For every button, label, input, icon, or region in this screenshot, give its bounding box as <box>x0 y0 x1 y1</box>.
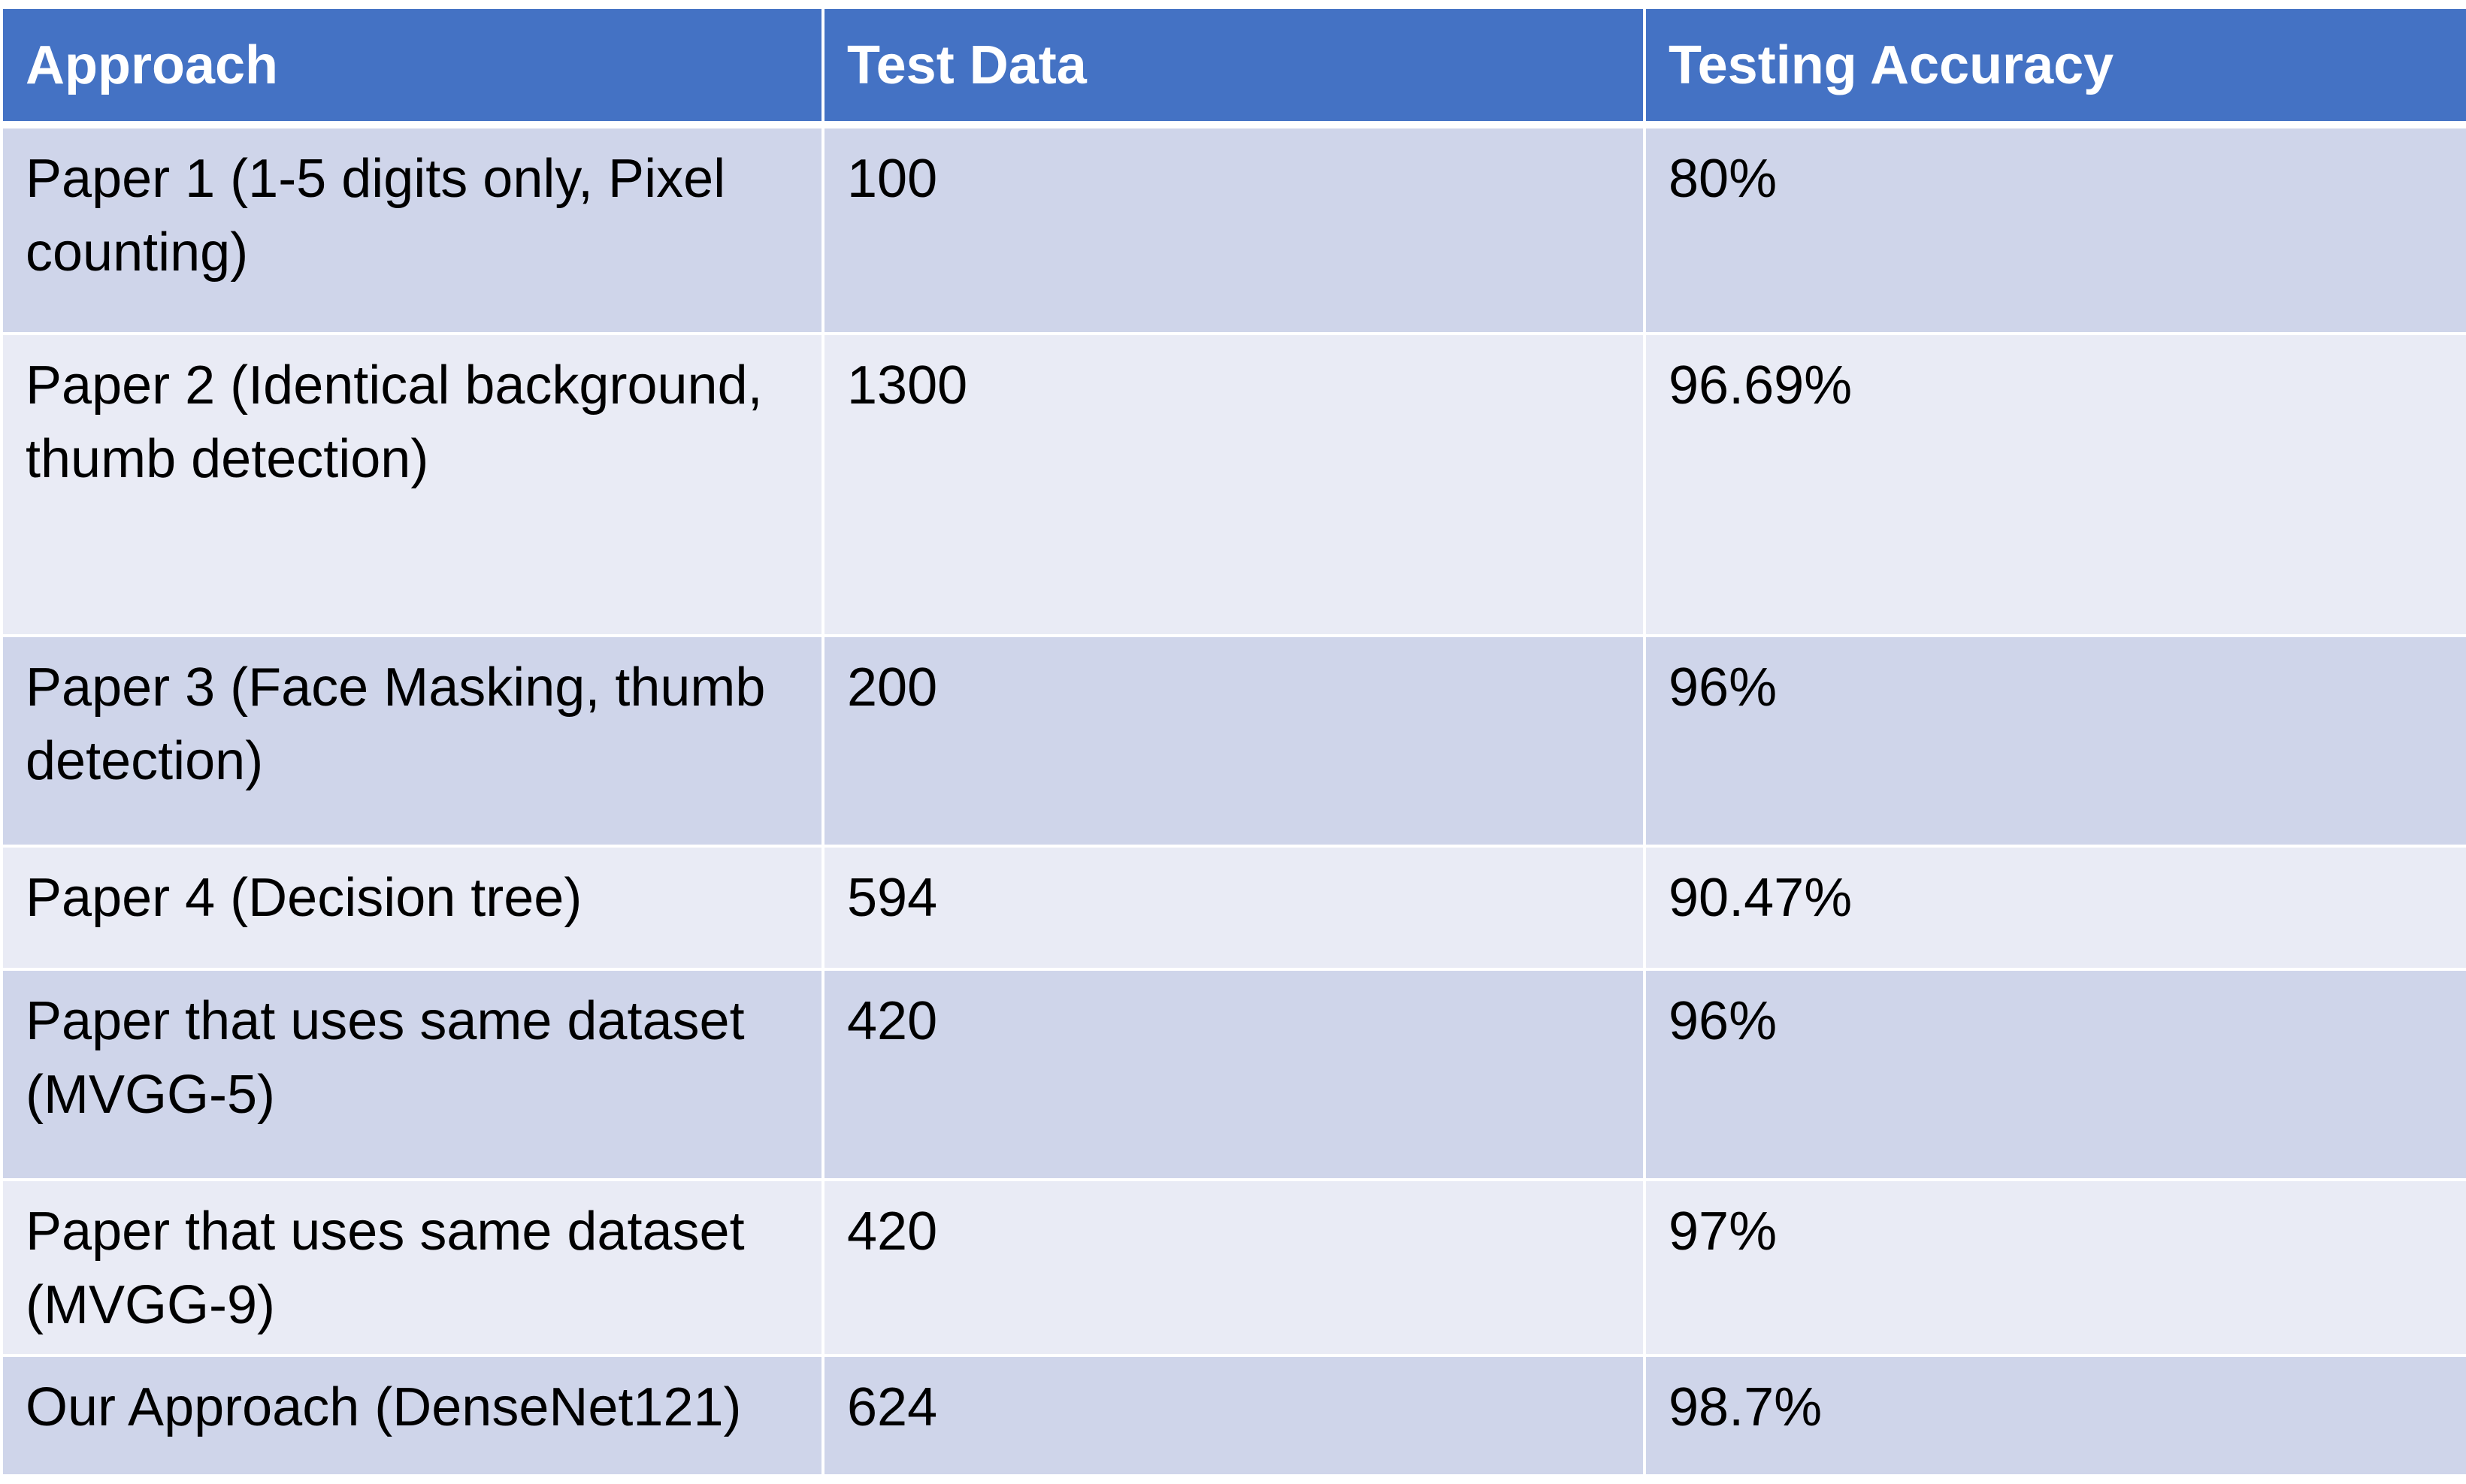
table-row: Paper 1 (1-5 digits only, Pixel counting… <box>0 123 2466 335</box>
accuracy-cell: 90.47% <box>1643 845 2466 971</box>
table-row: Paper that uses same dataset (MVGG-9) 42… <box>0 1178 2466 1357</box>
approach-cell: Paper 1 (1-5 digits only, Pixel counting… <box>0 123 825 335</box>
approach-cell: Paper 4 (Decision tree) <box>0 845 825 971</box>
comparison-table: Approach Test Data Testing Accuracy Pape… <box>0 6 2466 1477</box>
approach-cell: Paper 2 (Identical background, thumb det… <box>0 332 825 637</box>
test-data-cell: 624 <box>821 1354 1646 1477</box>
table-row: Paper 3 (Face Masking, thumb detection) … <box>0 634 2466 848</box>
test-data-cell: 594 <box>821 845 1646 971</box>
header-test-data: Test Data <box>821 6 1646 128</box>
table-row: Our Approach (DenseNet121) 624 98.7% <box>0 1354 2466 1477</box>
accuracy-cell: 96.69% <box>1643 332 2466 637</box>
approach-cell: Paper 3 (Face Masking, thumb detection) <box>0 634 825 848</box>
accuracy-cell: 97% <box>1643 1178 2466 1357</box>
header-testing-accuracy: Testing Accuracy <box>1643 6 2466 128</box>
test-data-cell: 200 <box>821 634 1646 848</box>
test-data-cell: 1300 <box>821 332 1646 637</box>
approach-cell: Paper that uses same dataset (MVGG-9) <box>0 1178 825 1357</box>
approach-cell: Our Approach (DenseNet121) <box>0 1354 825 1477</box>
accuracy-cell: 96% <box>1643 968 2466 1181</box>
test-data-cell: 420 <box>821 968 1646 1181</box>
test-data-cell: 100 <box>821 123 1646 335</box>
header-approach: Approach <box>0 6 825 128</box>
header-row: Approach Test Data Testing Accuracy <box>0 6 2466 128</box>
accuracy-cell: 98.7% <box>1643 1354 2466 1477</box>
accuracy-cell: 80% <box>1643 123 2466 335</box>
table-row: Paper 2 (Identical background, thumb det… <box>0 332 2466 637</box>
approach-cell: Paper that uses same dataset (MVGG-5) <box>0 968 825 1181</box>
test-data-cell: 420 <box>821 1178 1646 1357</box>
table-row: Paper 4 (Decision tree) 594 90.47% <box>0 845 2466 971</box>
accuracy-cell: 96% <box>1643 634 2466 848</box>
table-row: Paper that uses same dataset (MVGG-5) 42… <box>0 968 2466 1181</box>
